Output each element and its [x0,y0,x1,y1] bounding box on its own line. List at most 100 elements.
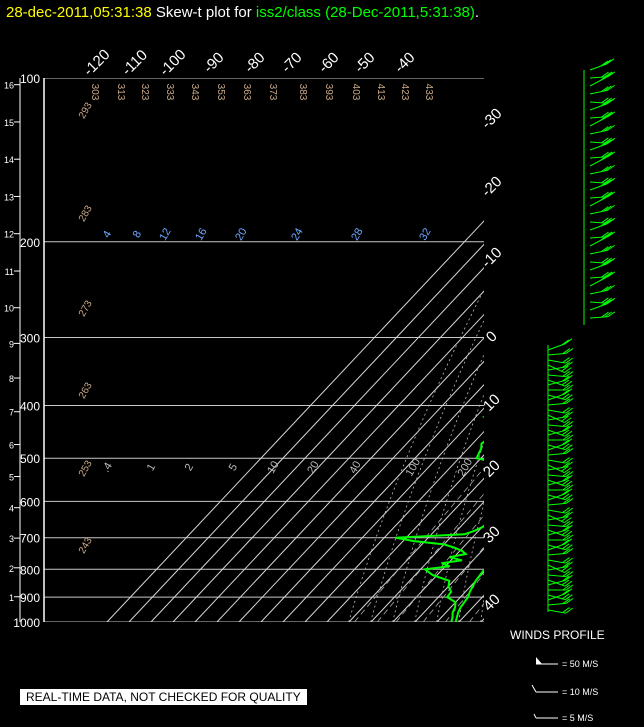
wind-barb-flag [565,371,574,377]
dry-adiabat-line [612,78,644,622]
isotherm-tick-label: -100 [156,46,189,79]
isotherm-tick-label: -120 [80,46,113,79]
wind-barb-flag [565,474,573,481]
wind-barb-flag [603,179,612,186]
height-km-tick-label: 10 [4,304,14,314]
wind-barb-flag [604,85,612,92]
wind-barb-flag [561,593,570,600]
wind-barb-flag [607,271,616,278]
plot-title: 28-dec-2011,05:31:38 Skew-t plot for iss… [6,4,479,21]
moist-adiabat-label: 12 [157,226,174,243]
wind-barb-flag [562,434,571,441]
wind-barb-flag [562,362,570,368]
height-km-tick-label: 15 [4,118,14,128]
wind-barb-flag [600,166,609,173]
wind-barb-flag [607,191,616,198]
mixing-ratio-label: 5 [227,462,240,473]
dry-adiabat-line [414,393,484,622]
wind-barb-flag [562,457,570,463]
moist-adiabat-label: 32 [417,226,434,243]
wind-barb-flag [562,484,571,491]
wind-barb-flag [562,598,570,605]
dry-adiabat-label: 413 [375,84,386,101]
wind-barb-flag [562,512,570,518]
wind-barb-flag [601,257,609,264]
wind-barb-flag [599,75,608,81]
wind-barb-flag [607,71,616,78]
dry-adiabat-label: 423 [399,84,410,101]
wind-barb-flag [561,375,570,382]
isotherm-tick-label: 40 [480,591,504,615]
wind-barb-flag [565,548,574,554]
wind-barb-flag [562,557,570,563]
wind-barb-flag [561,465,569,472]
isotherm-line [370,501,484,622]
pressure-tick-label: 400 [20,400,40,414]
pressure-tick-label: 700 [20,532,40,546]
dry-adiabat-label: 353 [215,84,226,101]
isotherm-line [326,454,484,622]
wind-barb-flag [561,415,569,422]
wind-barb-flag [599,275,608,281]
wind-barb-flag [562,548,570,555]
wind-barb-flag [561,365,569,372]
wind-barb-flag [561,543,570,550]
wind-barb-flag [565,598,574,604]
height-km-tick-label: 9 [9,339,14,349]
pressure-tick-label: 300 [20,332,40,346]
mixing-ratio-label: .4 [100,461,115,475]
height-km-tick-label: 4 [9,504,14,514]
wind-barb-flag [562,448,570,455]
dry-adiabat-line [392,353,484,622]
wind-barb-flag [565,444,573,451]
mixing-ratio-label: 40 [347,459,364,476]
wind-barb-flag [607,164,615,171]
wind-barb-flag [600,286,609,293]
isotherm-line [150,267,484,622]
title-period: . [474,4,480,21]
moist-adiabat-label: 28 [349,226,366,243]
wind-barb-flag [561,425,570,432]
wind-barb-flag [565,394,573,401]
wind-barb-flag [607,124,615,131]
mixing-ratio-line [376,493,484,622]
wind-barb-flag [606,138,615,145]
wind-barb-flag [562,520,570,527]
wind-barb-flag [565,461,574,468]
wind-barb-flag [600,206,609,213]
wind-barb-flag [561,589,570,596]
wind-barb-flag [562,398,570,405]
wind-barb-flag [565,574,573,581]
temperature-trace [454,568,484,622]
wind-barb-flag [565,457,574,464]
wind-barb-flag [603,139,612,146]
wind-barb-flag [600,220,609,227]
wind-barb-flag [565,357,574,364]
wind-barb-flag [565,484,574,491]
wind-barb-flag [601,191,609,198]
isotherm-tick-label: -90 [200,49,227,76]
dry-adiabat-label: 383 [297,84,308,101]
dry-adiabat-label: 303 [89,84,100,101]
wind-barb-flag [600,300,609,307]
mixing-ratio-label: 200 [456,457,476,479]
wind-barb-flag [564,480,573,487]
wind-barb-flag [601,137,609,144]
wind-barb-flag [607,111,616,118]
dry-adiabat-label: 363 [241,84,252,101]
wind-barb-flag [604,285,612,292]
isotherm-line [414,547,484,622]
wind-barb-flag [564,588,573,595]
wind-barb-flag [600,246,609,253]
wind-barb-flag [601,97,609,104]
wind-barb-flag [564,388,573,395]
legend-label: = 50 M/S [562,659,598,669]
wind-barb-flag [562,462,570,468]
dry-adiabat-label: 343 [189,84,200,101]
dry-adiabat-side-label: 263 [77,380,95,400]
title-prefix: Skew-t plot for [155,4,252,21]
legend-label: = 10 M/S [562,687,598,697]
wind-barb-flag [600,86,609,93]
wind-barb-flag [565,511,574,518]
wind-barb-flag [562,562,570,568]
